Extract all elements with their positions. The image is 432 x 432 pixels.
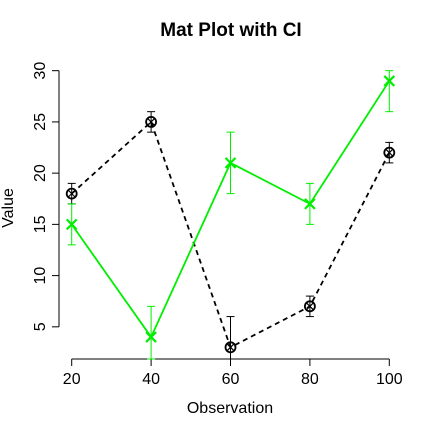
series-line (70, 80, 391, 339)
data-point (303, 300, 316, 313)
y-tick-label: 5 (32, 322, 49, 331)
y-tick-label: 30 (32, 62, 49, 80)
data-point (304, 198, 316, 210)
x-tick-label: 20 (63, 371, 81, 388)
point-x (224, 157, 237, 169)
x-tick-label: 80 (301, 371, 319, 388)
error-bar (385, 70, 394, 113)
series-2 (65, 70, 396, 360)
data-point (224, 341, 237, 354)
point-cross (305, 302, 314, 311)
point-x (304, 198, 316, 210)
data-point (145, 116, 158, 128)
data-point (383, 75, 396, 87)
y-tick-label: 15 (32, 215, 49, 233)
data-point (224, 157, 237, 169)
y-axis: 5 10 15 20 25 30 (32, 62, 60, 331)
point-circle (224, 341, 237, 354)
point-circle (303, 300, 316, 313)
point-cross (67, 189, 76, 198)
x-axis-label: Observation (187, 400, 273, 417)
y-axis-label: Value (0, 188, 17, 228)
point-x (145, 331, 157, 343)
series-1 (65, 111, 396, 360)
point-cross (147, 117, 156, 126)
chart-title: Mat Plot with CI (160, 20, 301, 41)
y-tick-label: 20 (32, 164, 49, 182)
data-point (65, 218, 78, 231)
point-circle (145, 116, 158, 128)
point-x (65, 218, 78, 231)
point-circle (65, 187, 78, 200)
data-point (145, 331, 157, 343)
y-tick-label: 10 (32, 267, 49, 285)
point-circle (383, 146, 396, 159)
x-tick-label: 60 (222, 371, 240, 388)
plot-area (65, 70, 396, 360)
point-cross (385, 148, 394, 157)
point-cross (226, 343, 235, 352)
point-x (383, 75, 396, 87)
data-point (383, 146, 396, 159)
error-bar (147, 305, 156, 360)
x-tick-label: 100 (376, 371, 403, 388)
y-tick-label: 25 (32, 113, 49, 131)
data-point (65, 187, 78, 200)
x-tick-label: 40 (142, 371, 160, 388)
x-axis: 20 40 60 80 100 (63, 358, 403, 388)
